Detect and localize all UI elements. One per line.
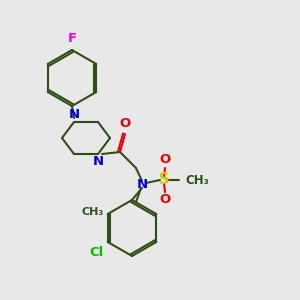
Text: O: O <box>159 153 171 166</box>
Text: S: S <box>159 172 169 188</box>
Text: F: F <box>68 32 76 45</box>
Text: O: O <box>159 193 171 206</box>
Text: Cl: Cl <box>89 246 104 259</box>
Text: O: O <box>119 117 130 130</box>
Text: CH₃: CH₃ <box>185 173 209 187</box>
Text: N: N <box>68 108 80 121</box>
Text: N: N <box>92 155 104 168</box>
Text: N: N <box>136 178 148 190</box>
Text: CH₃: CH₃ <box>82 207 104 217</box>
